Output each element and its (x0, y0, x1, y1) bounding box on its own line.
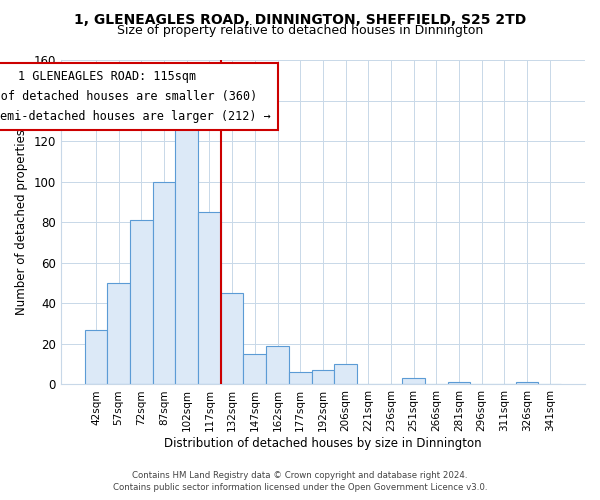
X-axis label: Distribution of detached houses by size in Dinnington: Distribution of detached houses by size … (164, 437, 482, 450)
Bar (403, 378, 425, 384)
Bar (152, 182, 175, 384)
Y-axis label: Number of detached properties: Number of detached properties (15, 129, 28, 315)
Text: Contains HM Land Registry data © Crown copyright and database right 2024.
Contai: Contains HM Land Registry data © Crown c… (113, 471, 487, 492)
Bar (516, 382, 538, 384)
Bar (85, 330, 107, 384)
Bar (266, 346, 289, 385)
Bar (448, 382, 470, 384)
Bar (311, 370, 334, 384)
Bar (221, 293, 244, 384)
Bar (334, 364, 357, 384)
Bar (130, 220, 152, 384)
Bar (198, 212, 221, 384)
Bar (244, 354, 266, 384)
Bar (107, 283, 130, 384)
Text: 1 GLENEAGLES ROAD: 115sqm
← 62% of detached houses are smaller (360)
37% of semi: 1 GLENEAGLES ROAD: 115sqm ← 62% of detac… (0, 70, 271, 123)
Text: Size of property relative to detached houses in Dinnington: Size of property relative to detached ho… (117, 24, 483, 37)
Bar (175, 121, 198, 384)
Text: 1, GLENEAGLES ROAD, DINNINGTON, SHEFFIELD, S25 2TD: 1, GLENEAGLES ROAD, DINNINGTON, SHEFFIEL… (74, 12, 526, 26)
Bar (289, 372, 311, 384)
